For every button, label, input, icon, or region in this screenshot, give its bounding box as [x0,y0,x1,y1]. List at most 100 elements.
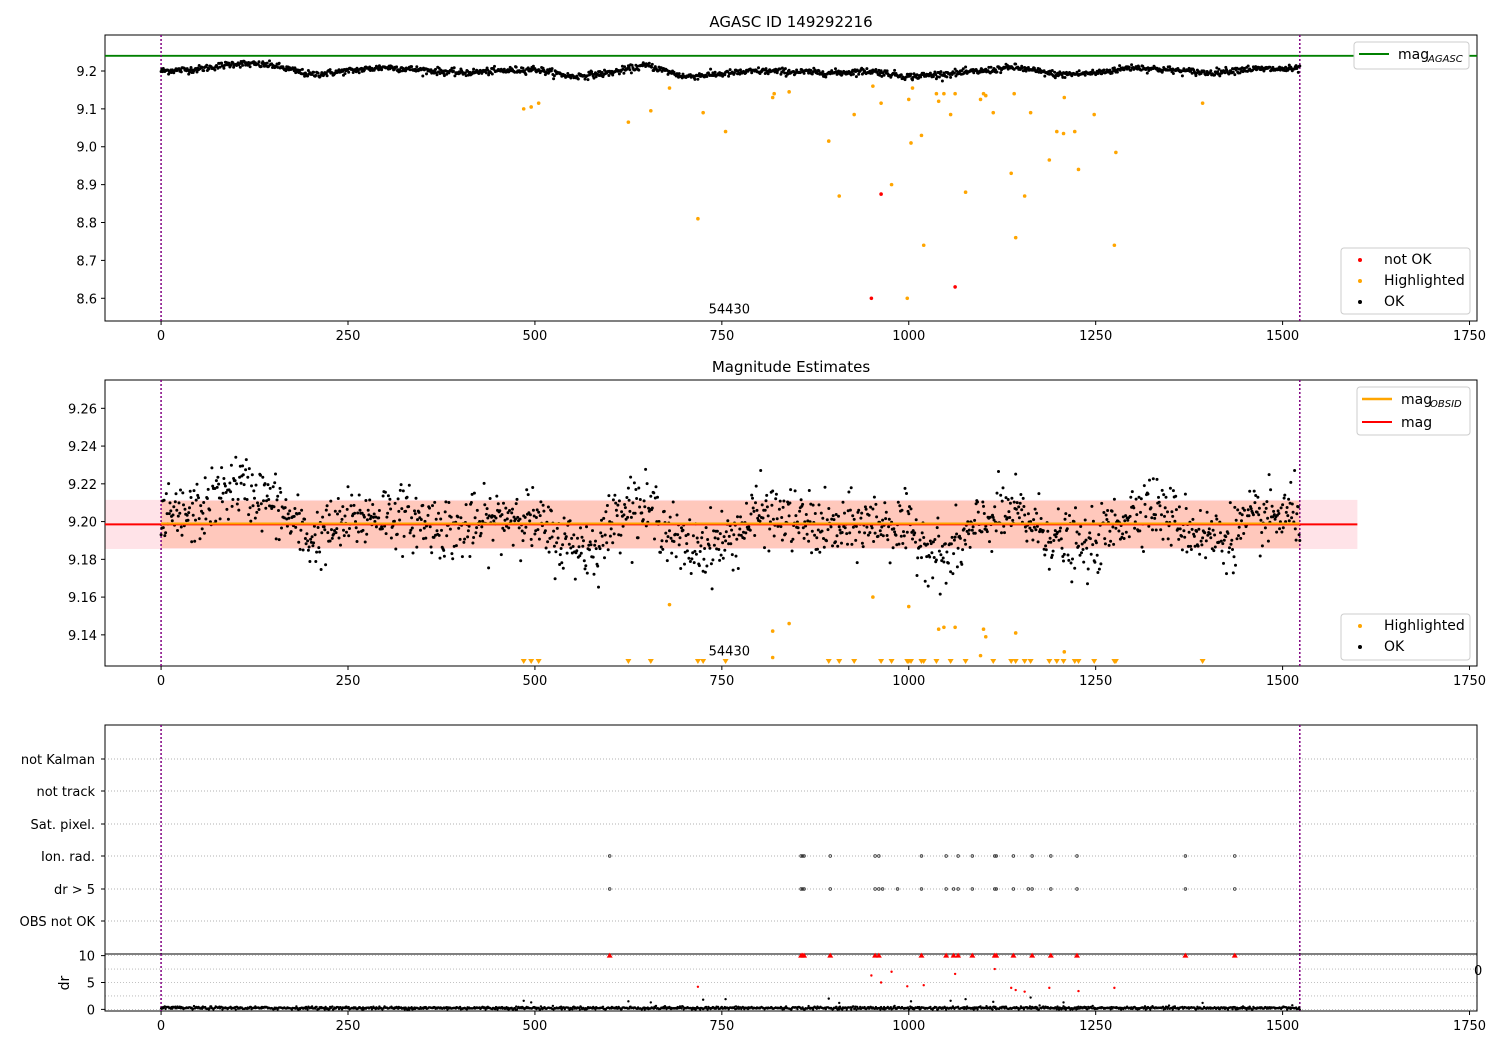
flag-marker [1233,854,1237,858]
ok-point [774,492,778,496]
ok-point [930,551,934,555]
dr-clipped-marker [1182,952,1189,958]
ok-point [265,494,269,498]
ok-point [1203,531,1207,535]
flag-marker [993,887,997,891]
ok-point [584,564,588,568]
ok-point [1145,71,1149,75]
ok-point [1260,531,1264,534]
ok-point [1183,535,1187,539]
highlighted-point [909,141,913,145]
x-tick-label: 1500 [1266,674,1299,689]
agasc-panel-title: AGASC ID 149292216 [709,13,872,31]
ok-point [967,528,971,532]
ok-point [798,509,802,513]
ok-point [194,498,198,502]
ok-point [1095,553,1099,557]
highlighted-point [879,101,883,105]
ok-point [826,528,830,532]
ok-point [973,531,977,535]
ok-point [415,65,419,69]
ok-point [593,543,597,547]
highlighted-point [942,91,946,96]
ok-point [934,73,938,76]
ok-point [825,518,829,522]
ok-point [1263,510,1267,514]
flag-marker [1075,887,1079,891]
ok-point [751,506,755,510]
ok-point [836,544,840,548]
ok-point [543,529,547,533]
ok-point [633,511,637,515]
ok-point [988,515,992,519]
ok-point [685,542,689,546]
ok-point [1197,527,1201,531]
ok-point [594,547,598,551]
ok-point [319,568,323,571]
ok-point [222,66,226,70]
ok-point [627,498,631,502]
ok-point [973,518,977,522]
highlighted-point [983,634,988,639]
ok-point [765,493,769,497]
ok-point [191,501,194,505]
ok-point [709,67,713,71]
ok-point [277,538,281,542]
ok-point [223,63,227,67]
ok-point [618,551,622,555]
ok-point [480,525,484,529]
ok-point [786,500,790,504]
ok-point [523,531,526,535]
ok-point [879,533,883,537]
ok-point [578,554,582,558]
ok-point [506,511,510,515]
ok-point [1008,516,1012,519]
y-tick-label: 9.2 [76,65,97,80]
ok-point [310,535,314,539]
ok-point [926,584,930,588]
ok-point [439,517,443,521]
ok-point [1033,507,1037,511]
ok-point [171,513,175,517]
ok-point [214,479,218,483]
ok-point [343,72,347,76]
ok-point [793,489,797,493]
highlighted-point [1200,101,1205,105]
ok-point [1168,486,1172,490]
ok-point [829,525,833,529]
ok-point [640,511,644,515]
ok-point [697,72,701,76]
ok-point [217,482,221,486]
ok-point [1041,529,1045,533]
ok-point [997,470,1000,473]
ok-point [573,577,577,581]
dr-ok-point [680,1007,683,1010]
flag-marker [607,854,612,858]
ok-point [660,539,664,543]
ok-point [535,508,539,512]
ok-point [306,74,310,78]
ok-point [413,509,416,513]
ok-point [549,509,553,513]
ok-point [885,69,889,73]
ok-point [942,560,946,564]
ok-point [1004,496,1008,500]
ok-point [312,541,316,545]
ok-point [325,74,329,78]
ok-point [1293,527,1297,531]
ok-point [1137,495,1141,499]
ok-point [972,71,976,75]
ok-point [1025,539,1029,543]
ok-point [234,455,238,459]
ok-point [582,539,585,543]
ok-point [407,505,411,509]
out-of-range-marker [625,659,632,664]
ok-point [259,65,263,68]
ok-point [218,517,222,521]
y-tick-label: 9.24 [68,440,97,455]
ok-point [1077,532,1081,536]
ok-point [968,545,972,549]
ok-point [183,507,187,511]
ok-point [706,538,710,541]
x-tick-label: 0 [157,329,165,344]
